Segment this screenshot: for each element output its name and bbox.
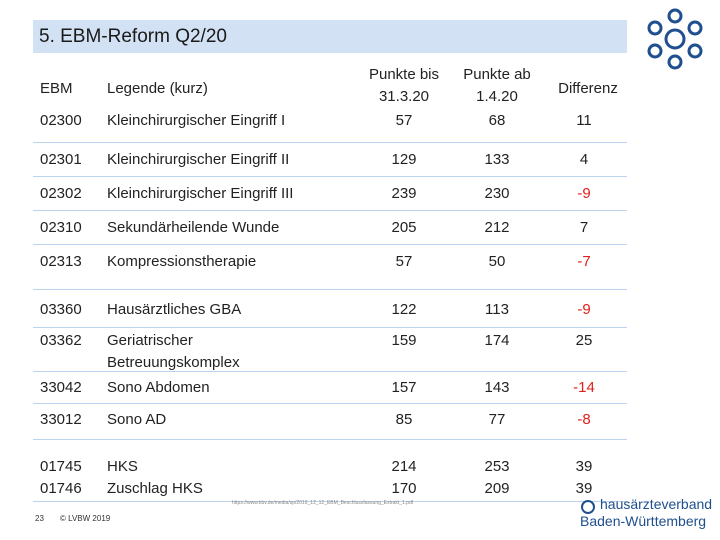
ebm-code: 03360: [40, 301, 82, 318]
table-row: 02302 Kleinchirurgischer Eingriff III 239 2…: [33, 177, 627, 211]
points-after: 50: [488, 253, 506, 270]
legend: Hausärztliches GBA: [107, 301, 242, 318]
slide-title: 5. EBM-Reform Q2/20: [33, 20, 627, 53]
ebm-code: 02302: [40, 185, 82, 202]
difference: -7: [577, 253, 591, 270]
points-after: 143: [484, 379, 510, 396]
logo-mark: [647, 8, 703, 70]
source-link: https://www.kbv.de/media/sp/2019_12_12_E…: [232, 500, 414, 506]
ebm-code: 03362: [40, 332, 82, 349]
legend: Sono Abdomen: [107, 379, 210, 396]
difference: 25: [575, 332, 593, 349]
ebm-code: 33012: [40, 411, 82, 428]
legend: Kleinchirurgischer Eingriff I: [107, 112, 286, 129]
difference: -9: [577, 301, 591, 318]
logo-small: [581, 500, 595, 514]
column-header: EBM: [40, 80, 73, 97]
points-after: 212: [484, 219, 510, 236]
legend: Kleinchirurgischer Eingriff II: [107, 151, 290, 168]
ebm-code: 02310: [40, 219, 82, 236]
legend: Kleinchirurgischer Eingriff III: [107, 185, 294, 202]
difference: -14: [573, 379, 595, 396]
column-header: Legende (kurz): [107, 80, 208, 97]
ebm-code: 02301: [40, 151, 82, 168]
column-header: Punkte bis 31.3.20: [368, 66, 440, 105]
table-row: 02300 Kleinchirurgischer Eingriff I 57 68 11: [33, 110, 627, 143]
difference: 11: [576, 112, 592, 129]
points-before: 85: [395, 411, 413, 428]
difference: -9: [577, 185, 591, 202]
table-row: 02313 Kompressionstherapie 57 50 -7: [33, 245, 627, 290]
legend: Kompressionstherapie: [107, 253, 257, 270]
header-row: EBM Legende (kurz) Punkte bis 31.3.20 Punkt…: [33, 64, 627, 110]
points-before: 214 170: [391, 458, 417, 497]
legend: Sono AD: [107, 411, 167, 428]
points-before: 122: [391, 301, 417, 318]
table-row: 03360 Hausärztliches GBA 122 113 -9: [33, 290, 627, 328]
column-header: Punkte ab 1.4.20: [463, 66, 531, 105]
points-after: 230: [484, 185, 510, 202]
points-before: 57: [395, 112, 413, 129]
points-after: 253 209: [484, 458, 510, 497]
legend: Sekundärheilende Wunde: [107, 219, 280, 236]
page-number: 23: [35, 514, 44, 523]
table-row: 33042 Sono Abdomen 157 143 -14: [33, 372, 627, 404]
table-row: 03362 Geriatrischer Betreuungskomplex 159 1…: [33, 328, 627, 372]
difference: 39 39: [575, 458, 593, 497]
points-before: 205: [391, 219, 417, 236]
points-after: 68: [488, 112, 506, 129]
table-row: 01745 01746 HKS Zuschlag HKS 214 170 253 20…: [33, 446, 627, 502]
points-after: 174: [484, 332, 510, 349]
table-row: 02310 Sekundärheilende Wunde 205 212 7: [33, 211, 627, 245]
difference: 4: [579, 151, 589, 168]
table-row: 02301 Kleinchirurgischer Eingriff II 129 13…: [33, 143, 627, 177]
points-before: 57: [395, 253, 413, 270]
legend: Geriatrischer Betreuungskomplex: [107, 332, 240, 371]
column-header: Differenz: [558, 80, 618, 97]
points-before: 239: [391, 185, 417, 202]
difference: 7: [579, 219, 589, 236]
legend: HKS Zuschlag HKS: [107, 458, 203, 497]
ebm-code: 01745 01746: [40, 458, 82, 497]
logo-line1: hausärzteverband: [600, 496, 713, 512]
copyright: © LVBW 2019: [60, 514, 111, 523]
difference: -8: [577, 411, 591, 428]
points-after: 133: [484, 151, 510, 168]
points-before: 159: [391, 332, 417, 349]
ebm-code: 02313: [40, 253, 82, 270]
logo-line2: Baden-Württemberg: [580, 513, 707, 529]
ebm-code: 02300: [40, 112, 82, 129]
ebm-code: 33042: [40, 379, 82, 396]
points-before: 129: [391, 151, 417, 168]
points-after: 113: [485, 301, 509, 318]
points-before: 157: [391, 379, 417, 396]
table-row: 33012 Sono AD 85 77 -8: [33, 404, 627, 440]
points-after: 77: [488, 411, 506, 428]
